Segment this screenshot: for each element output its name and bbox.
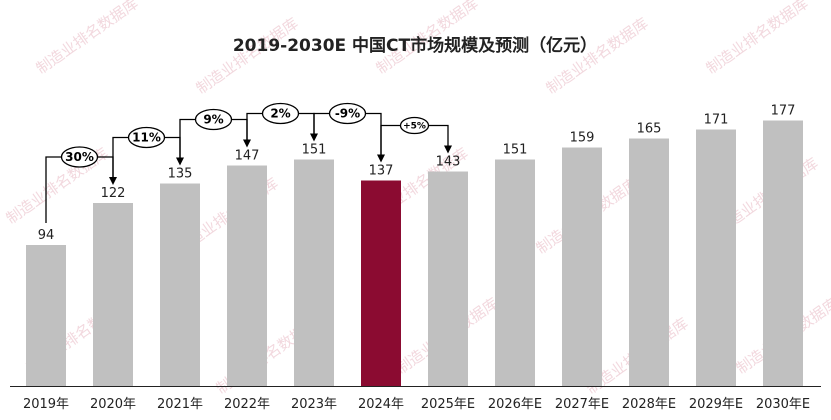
growth-oval <box>60 146 99 168</box>
growth-label: -9% <box>335 107 360 121</box>
watermark-text: 制造业排名数据库 <box>33 0 142 78</box>
growth-annotation-2021年: 11% <box>112 126 184 181</box>
bars-layer <box>26 120 803 386</box>
value-label-2027年E: 159 <box>570 131 595 146</box>
growth-annotation-2025年E: +5% <box>380 116 452 159</box>
value-label-2026年E: 151 <box>503 143 528 158</box>
growth-annotations: 30% 11% 9% 2% -9% +5% <box>45 102 452 223</box>
watermark-text: 制造业排名数据库 <box>703 0 812 78</box>
growth-annotation-2022年: 9% <box>179 108 251 162</box>
value-label-2021年: 135 <box>168 167 193 182</box>
category-label-2022年: 2022年 <box>224 397 270 412</box>
growth-annotation-2023年: 2% <box>246 102 318 144</box>
bar-2022年 <box>227 165 267 386</box>
growth-annotation-2024年: -9% <box>313 102 385 163</box>
value-label-2028年E: 165 <box>637 122 662 137</box>
bar-2026年E <box>495 159 535 386</box>
chart-title: 2019-2030E 中国CT市场规模及预测（亿元） <box>233 35 597 56</box>
growth-label: 9% <box>203 113 223 127</box>
value-label-2029年E: 171 <box>704 113 729 128</box>
growth-oval <box>328 102 367 125</box>
value-label-2025年E: 143 <box>436 155 461 170</box>
bar-2020年 <box>93 203 133 386</box>
bar-2019年 <box>26 245 66 386</box>
bar-2028年E <box>629 138 669 386</box>
bar-2021年 <box>160 183 200 386</box>
category-label-2019年: 2019年 <box>23 397 69 412</box>
value-label-2024年: 137 <box>369 164 394 179</box>
growth-label: +5% <box>403 122 426 132</box>
bar-2023年 <box>294 159 334 386</box>
growth-label: 2% <box>270 107 290 121</box>
category-label-2020年: 2020年 <box>90 397 136 412</box>
category-label-2029年E: 2029年E <box>689 397 743 412</box>
growth-label: 30% <box>65 150 94 164</box>
category-label-2021年: 2021年 <box>157 397 203 412</box>
bar-2030年E <box>763 120 803 386</box>
value-label-2030年E: 177 <box>771 104 796 119</box>
growth-oval <box>127 126 166 149</box>
category-label-2028年E: 2028年E <box>622 397 676 412</box>
value-label-2020年: 122 <box>101 186 126 201</box>
category-label-2026年E: 2026年E <box>488 397 542 412</box>
bar-2024年 <box>361 180 401 386</box>
category-label-2024年: 2024年 <box>358 397 404 412</box>
value-label-2023年: 151 <box>302 143 327 158</box>
category-label-2027年E: 2027年E <box>555 397 609 412</box>
category-label-2025年E: 2025年E <box>421 397 475 412</box>
growth-label: 11% <box>132 131 161 145</box>
bar-2025年E <box>428 171 468 386</box>
bar-2027年E <box>562 147 602 386</box>
bar-2029年E <box>696 129 736 386</box>
value-label-2019年: 94 <box>38 228 55 243</box>
category-label-2023年: 2023年 <box>291 397 337 412</box>
growth-oval <box>399 116 430 135</box>
labels-layer: 94 2019年 122 2020年 135 2021年 147 2022年 151 2023年 1… <box>23 104 810 413</box>
growth-oval <box>261 102 300 125</box>
growth-oval <box>194 108 233 131</box>
value-label-2022年: 147 <box>235 149 260 164</box>
category-label-2030年E: 2030年E <box>756 397 810 412</box>
